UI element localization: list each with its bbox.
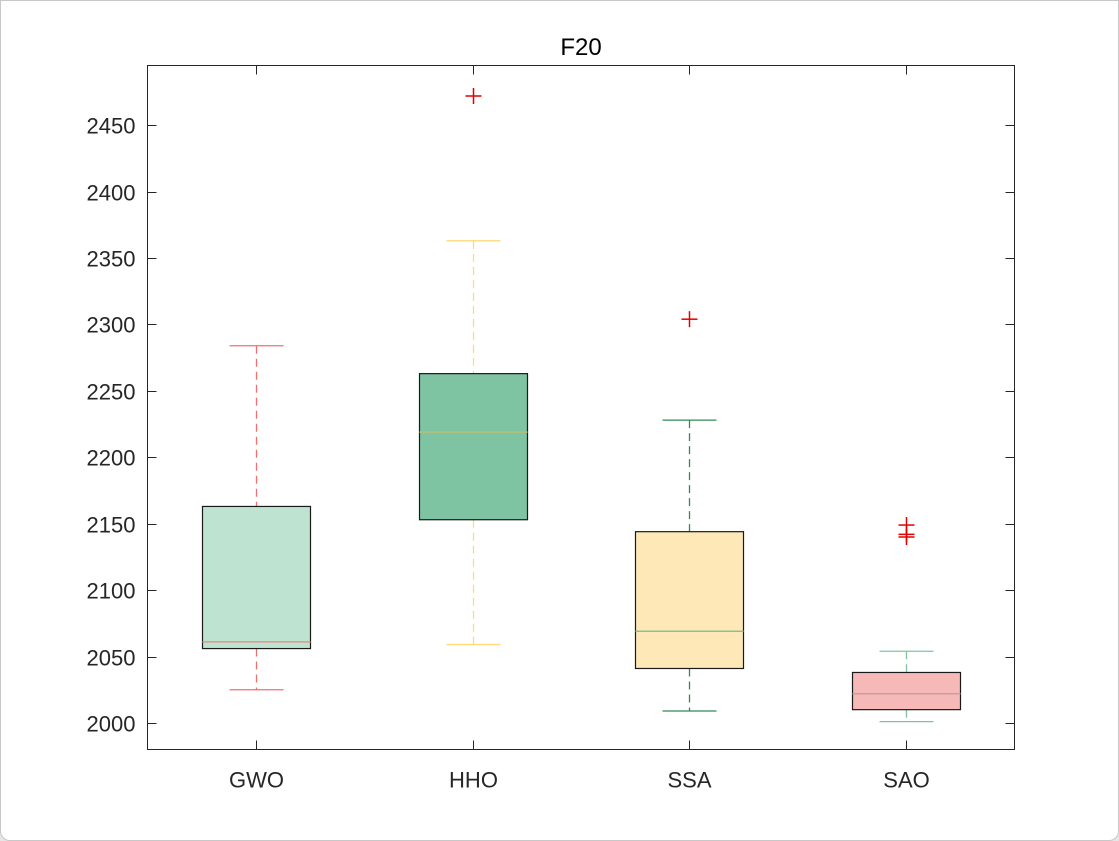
box-ssa <box>634 531 745 670</box>
outlier-marker <box>681 311 698 328</box>
x-tick-label: SSA <box>667 768 711 793</box>
y-tick-label: 2300 <box>87 313 136 338</box>
y-tick-label: 2350 <box>87 247 136 272</box>
box-sao <box>851 671 962 711</box>
x-tick-label: HHO <box>449 768 498 793</box>
box-hho <box>418 373 529 521</box>
y-tick-label: 2100 <box>87 579 136 604</box>
plot-area-frame <box>147 65 1015 750</box>
box-group-gwo <box>201 345 312 691</box>
x-axis: GWO HHO SSA SAO <box>229 65 930 793</box>
box-group-sao <box>851 517 962 723</box>
box-gwo <box>201 505 312 650</box>
y-tick-label: 2250 <box>87 380 136 405</box>
y-tick-label: 2400 <box>87 181 136 206</box>
y-tick-label: 2000 <box>87 712 136 737</box>
y-tick-label: 2200 <box>87 446 136 471</box>
y-tick-label: 2050 <box>87 646 136 671</box>
outlier-marker <box>465 88 482 105</box>
x-tick-label: GWO <box>229 768 284 793</box>
chart-title: F20 <box>560 34 601 61</box>
y-tick-label: 2150 <box>87 513 136 538</box>
y-tick-label: 2450 <box>87 114 136 139</box>
outlier-marker <box>898 517 915 534</box>
x-tick-label: SAO <box>883 768 929 793</box>
box-group-ssa <box>634 311 745 712</box>
y-axis: 2000 2050 2100 2150 2200 2250 2300 2350 2400 2450 <box>87 114 1015 737</box>
box-group-hho <box>418 88 529 646</box>
chart-marks <box>201 88 962 723</box>
